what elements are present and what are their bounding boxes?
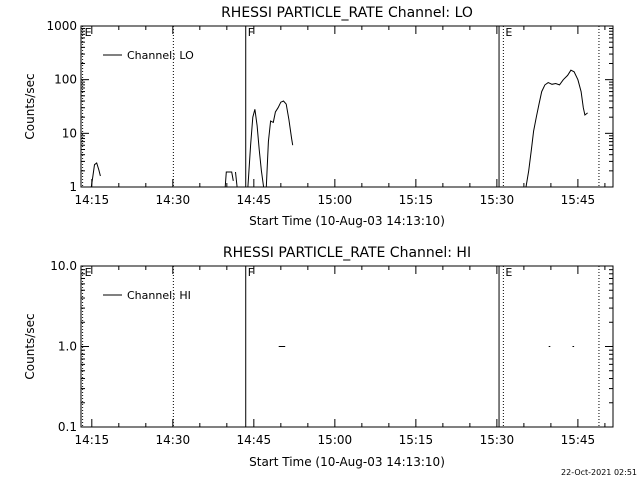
x-tick-label: 15:45	[561, 193, 596, 207]
y-tick-label: 100	[54, 73, 77, 87]
figure-timestamp: 22-Oct-2021 02:51	[561, 468, 637, 477]
x-tick-label: 15:45	[561, 433, 596, 447]
y-tick-label: 1000	[46, 19, 77, 33]
data-series-line	[247, 109, 265, 187]
event-marker-label: E	[505, 26, 512, 39]
legend-label: Channel: HI	[127, 289, 191, 302]
x-tick-label: 14:30	[156, 193, 191, 207]
x-tick-label: 15:15	[399, 193, 434, 207]
x-axis-label: Start Time (10-Aug-03 14:13:10)	[249, 455, 445, 469]
data-series-line	[90, 162, 101, 187]
y-tick-label: 0.1	[58, 420, 77, 434]
chart-title: RHESSI PARTICLE_RATE Channel: HI	[223, 245, 471, 261]
event-marker-label: F	[248, 26, 254, 39]
chart-panel-0: RHESSI PARTICLE_RATE Channel: LO Start Ti…	[23, 5, 614, 228]
x-tick-label: 14:45	[237, 433, 272, 447]
event-marker-label: E	[85, 26, 92, 39]
plot-frame	[80, 25, 614, 188]
x-tick-label: 14:15	[75, 193, 110, 207]
event-marker-label: E	[505, 266, 512, 279]
event-marker-label: F	[248, 266, 254, 279]
x-tick-label: 15:15	[399, 433, 434, 447]
y-axis-label: Counts/sec	[23, 73, 37, 139]
x-axis-label: Start Time (10-Aug-03 14:13:10)	[249, 214, 445, 228]
data-series-line	[235, 171, 238, 187]
data-series-line	[525, 69, 588, 187]
event-marker-label: E	[85, 266, 92, 279]
x-tick-label: 15:30	[480, 433, 515, 447]
y-tick-label: 10.0	[50, 259, 77, 273]
x-tick-label: 15:30	[480, 193, 515, 207]
data-series-line	[224, 171, 234, 187]
x-tick-label: 14:15	[75, 433, 110, 447]
chart-panel-1: RHESSI PARTICLE_RATE Channel: HI Start Ti…	[23, 245, 614, 469]
y-tick-label: 1.0	[58, 340, 77, 354]
data-series-line	[265, 100, 294, 187]
x-tick-label: 14:45	[237, 193, 272, 207]
x-tick-label: 14:30	[156, 433, 191, 447]
y-tick-label: 10	[62, 126, 77, 140]
chart-title: RHESSI PARTICLE_RATE Channel: LO	[221, 5, 473, 21]
x-tick-label: 15:00	[318, 193, 353, 207]
x-tick-label: 15:00	[318, 433, 353, 447]
y-tick-label: 1	[69, 180, 77, 194]
legend-label: Channel: LO	[127, 49, 194, 62]
y-axis-label: Counts/sec	[23, 313, 37, 379]
